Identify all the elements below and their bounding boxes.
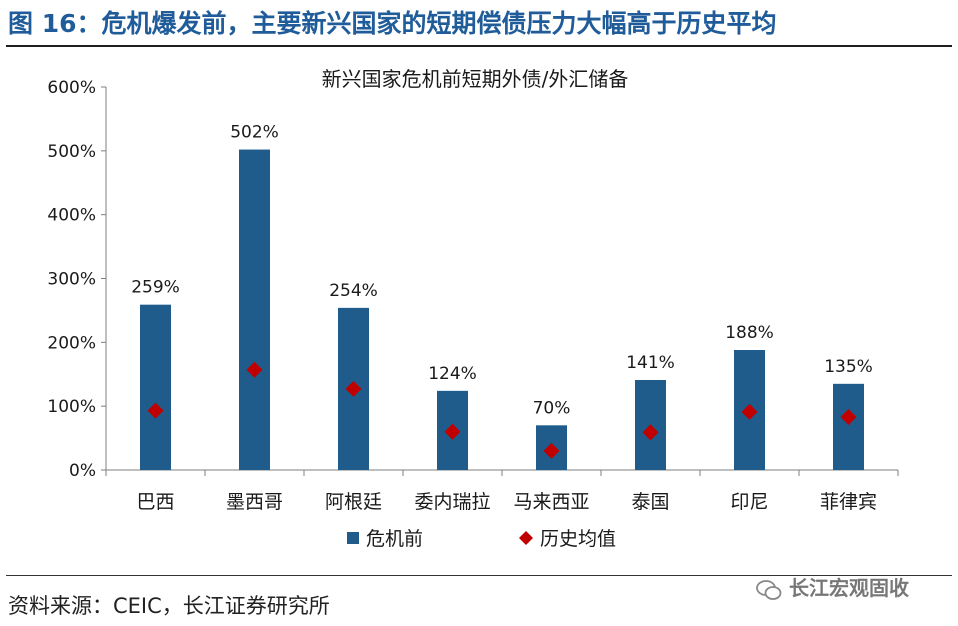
bar-data-label: 124% [428, 364, 477, 384]
legend-bar-swatch [347, 532, 359, 544]
x-category-label: 墨西哥 [226, 491, 283, 513]
bar-data-label: 254% [329, 281, 378, 301]
x-category-label: 印尼 [730, 491, 768, 513]
average-marker [345, 380, 362, 397]
watermark-text: 长江宏观固收 [788, 576, 909, 600]
markers [147, 361, 857, 459]
y-tick-label: 100% [47, 397, 96, 417]
legend-marker-swatch [519, 531, 533, 545]
average-marker [147, 402, 164, 419]
chart-title: 新兴国家危机前短期外债/外汇储备 [322, 67, 629, 91]
y-tick-label: 0% [69, 461, 96, 481]
y-tick-label: 500% [47, 142, 96, 162]
bar-data-label: 259% [131, 278, 180, 298]
title-rule [6, 45, 952, 47]
bars: 259% 502% 254% 124% 70% 141% 188% 135% [131, 123, 873, 470]
legend-marker-label: 历史均值 [540, 528, 616, 550]
source-note: 资料来源：CEIC，长江证券研究所 [8, 594, 330, 618]
x-category-label: 马来西亚 [513, 491, 589, 513]
bar-data-label: 70% [533, 398, 571, 418]
x-category-label: 泰国 [631, 491, 669, 513]
average-marker [246, 361, 263, 378]
watermark: 长江宏观固收 [756, 572, 909, 601]
bar [239, 149, 270, 470]
y-tick-label: 200% [47, 333, 96, 353]
footer-rule [6, 575, 952, 576]
average-marker [444, 423, 461, 440]
average-marker [741, 403, 758, 420]
bar-chart: 新兴国家危机前短期外债/外汇储备 0% 100% 200% 300% 400% 500% 6… [47, 67, 899, 550]
bar-data-label: 188% [725, 323, 774, 343]
bar [833, 383, 864, 470]
legend: 危机前 历史均值 [347, 528, 616, 550]
x-category-label: 巴西 [136, 491, 174, 513]
figure-title: 图 16：危机爆发前，主要新兴国家的短期偿债压力大幅高于历史平均 [8, 9, 777, 38]
axes: 0% 100% 200% 300% 400% 500% 600% 巴西 墨西哥 阿根廷 委内瑞拉 马来… [47, 78, 899, 513]
bar [140, 304, 171, 470]
bar-data-label: 141% [626, 353, 675, 373]
x-category-label: 阿根廷 [325, 491, 382, 513]
y-tick-label: 400% [47, 206, 96, 226]
legend-bar-label: 危机前 [366, 528, 423, 550]
bar-data-label: 135% [824, 357, 873, 377]
x-category-label: 委内瑞拉 [414, 491, 490, 513]
average-marker [642, 424, 659, 441]
wechat-icon [756, 579, 782, 600]
average-marker [543, 442, 560, 459]
x-category-label: 菲律宾 [820, 491, 877, 513]
bar-data-label: 502% [230, 123, 279, 143]
average-marker [840, 409, 857, 426]
y-tick-label: 600% [47, 78, 96, 98]
y-tick-label: 300% [47, 270, 96, 290]
